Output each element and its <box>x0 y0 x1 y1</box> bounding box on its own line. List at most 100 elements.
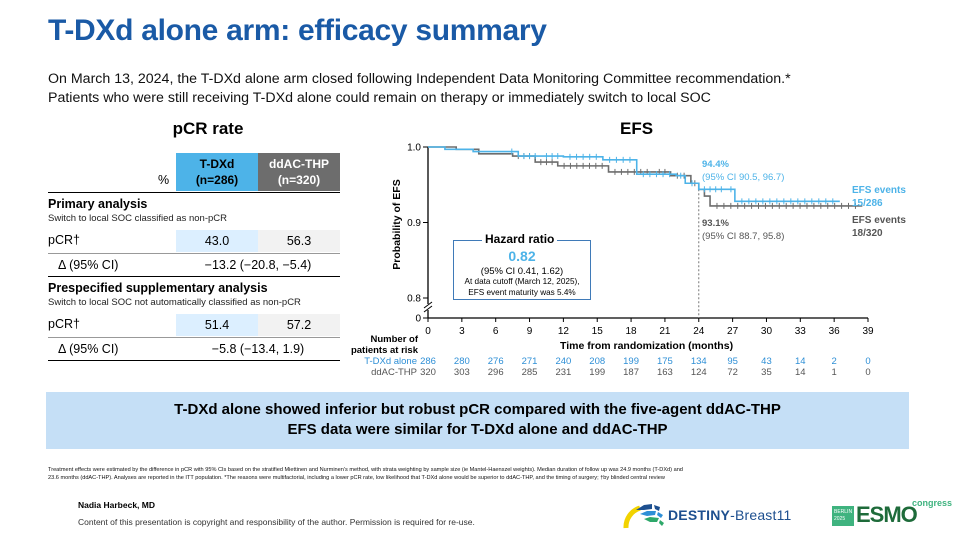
delta-row-label: Δ (95% CI) <box>58 342 119 356</box>
km-curve-tdxd <box>428 146 840 203</box>
risk-count-tdxd: 2 <box>831 356 837 367</box>
risk-count-tdxd: 271 <box>521 356 538 367</box>
column-header-tdxd: T-DXd (n=286) <box>176 153 258 191</box>
unit-label: % <box>158 173 170 187</box>
x-tick-label: 12 <box>558 326 570 335</box>
ddac-24m-annotation: 93.1% (95% CI 88.7, 95.8) <box>702 217 784 243</box>
pcr-value-ddac: 56.3 <box>258 230 340 252</box>
x-tick-label: 30 <box>761 326 773 335</box>
congress-city: BERLIN <box>834 509 853 515</box>
risk-count-tdxd: 208 <box>589 356 606 367</box>
x-tick-label: 27 <box>727 326 739 335</box>
ddac-events-label: EFS events 18/320 <box>852 214 906 240</box>
hazard-ratio-label: Hazard ratio <box>482 232 558 246</box>
number-at-risk-label: Number of patients at risk <box>350 334 418 356</box>
pcr-row-label: pCR† <box>48 233 80 247</box>
hazard-ratio-ci: (95% CI 0.41, 1.62) <box>480 266 564 277</box>
x-tick-label: 9 <box>527 326 533 335</box>
risk-count-tdxd: 280 <box>453 356 470 367</box>
banner-line-1: T-DXd alone showed inferior but robust p… <box>174 401 781 418</box>
risk-count-tdxd: 276 <box>487 356 504 367</box>
banner-line-2: EFS data were similar for T-DXd alone an… <box>287 421 668 438</box>
pcr-header-row: % T-DXd (n=286) ddAC-THP (n=320) <box>48 153 340 191</box>
axis-break-mark <box>423 305 433 313</box>
x-tick-label: 0 <box>425 326 431 335</box>
tdxd-24m-value: 94.4% <box>702 159 729 170</box>
row-divider <box>48 337 340 338</box>
footnote-line-2: 23.6 months (ddAC-THP). Analyses are rep… <box>48 475 665 481</box>
intro-line-1: On March 13, 2024, the T-DXd alone arm c… <box>48 71 791 87</box>
pcr-value-tdxd: 43.0 <box>176 230 258 252</box>
column-n: (n=320) <box>277 173 321 187</box>
y-tick-label: 0.8 <box>407 294 421 305</box>
x-tick-label: 39 <box>862 326 874 335</box>
note-line-2: EFS event maturity was 5.4% <box>468 287 576 297</box>
pcr-row-label: pCR† <box>48 317 80 331</box>
column-name: ddAC-THP <box>269 157 329 171</box>
tdxd-events-label: EFS events 15/286 <box>852 184 906 210</box>
hazard-ratio-note: At data cutoff (March 12, 2025), EFS eve… <box>454 277 590 298</box>
risk-count-tdxd: 14 <box>795 356 806 367</box>
y-tick-label: 0 <box>415 314 421 325</box>
pcr-value-ddac: 57.2 <box>258 314 340 336</box>
column-header-ddac: ddAC-THP (n=320) <box>258 153 340 191</box>
pcr-title: pCR rate <box>172 119 244 138</box>
axis-break-mark <box>423 301 433 309</box>
copyright-notice: Content of this presentation is copyrigh… <box>78 517 475 527</box>
risk-count-ddac: 320 <box>420 367 436 378</box>
x-tick-label: 6 <box>493 326 499 335</box>
ddac-24m-value: 93.1% <box>702 218 729 229</box>
delta-row-label: Δ (95% CI) <box>58 258 119 272</box>
column-name: T-DXd <box>199 157 235 171</box>
risk-count-ddac: 14 <box>795 367 806 378</box>
risk-count-tdxd: 0 <box>865 356 871 367</box>
events-value: 18/320 <box>852 228 883 239</box>
risk-count-ddac: 303 <box>453 367 470 378</box>
nar-line-2: patients at risk <box>350 345 418 356</box>
risk-count-tdxd: 199 <box>623 356 639 367</box>
nar-line-1: Number of <box>370 334 419 345</box>
x-tick-label: 21 <box>659 326 671 335</box>
risk-count-ddac: 72 <box>727 367 738 378</box>
efs-title: EFS <box>620 119 654 138</box>
section-divider <box>48 276 340 277</box>
risk-count-ddac: 0 <box>865 367 871 378</box>
section-title: Prespecified supplementary analysis <box>48 281 268 295</box>
section-subtitle: Switch to local SOC classified as non-pC… <box>48 213 227 224</box>
risk-count-tdxd: 95 <box>727 356 738 367</box>
events-label: EFS events <box>852 215 906 226</box>
tdxd-24m-annotation: 94.4% (95% CI 90.5, 96.7) <box>702 158 784 184</box>
congress-city-badge: BERLIN 2025 <box>832 506 854 526</box>
destiny-logo-text: DESTINY-Breast11 <box>668 507 792 523</box>
risk-count-tdxd: 175 <box>656 356 673 367</box>
summary-banner: T-DXd alone showed inferior but robust p… <box>46 392 909 449</box>
row-divider <box>48 253 340 254</box>
x-tick-label: 33 <box>795 326 807 335</box>
delta-value: −13.2 (−20.8, −5.4) <box>204 258 312 272</box>
author-name: Nadia Harbeck, MD <box>78 500 155 510</box>
risk-row-label-tdxd: T-DXd alone <box>364 356 417 367</box>
y-axis-label: Probability of EFS <box>391 179 403 269</box>
risk-count-tdxd: 240 <box>555 356 572 367</box>
events-value: 15/286 <box>852 198 883 209</box>
risk-count-tdxd: 43 <box>761 356 772 367</box>
x-axis-label: Time from randomization (months) <box>560 340 734 352</box>
section-subtitle: Switch to local SOC not automatically cl… <box>48 297 301 308</box>
risk-count-tdxd: 134 <box>690 356 707 367</box>
hazard-ratio-value: 0.82 <box>508 248 536 264</box>
note-line-1: At data cutoff (March 12, 2025), <box>464 277 580 286</box>
risk-count-ddac: 231 <box>555 367 572 378</box>
destiny-logo-icon <box>623 504 664 529</box>
x-tick-label: 24 <box>693 326 705 335</box>
intro-text: On March 13, 2024, the T-DXd alone arm c… <box>48 70 791 108</box>
congress-word: congress <box>912 498 953 508</box>
column-n: (n=286) <box>195 173 239 187</box>
risk-row-label-ddac: ddAC-THP <box>371 367 417 378</box>
risk-count-ddac: 124 <box>690 367 707 378</box>
hazard-ratio-box: Hazard ratio 0.82 (95% CI 0.41, 1.62) At… <box>453 232 591 300</box>
logo-rest: -Breast11 <box>730 507 792 523</box>
y-tick-label: 1.0 <box>407 143 421 154</box>
footnote-line-1: Treatment effects were estimated by the … <box>48 467 683 473</box>
risk-count-ddac: 285 <box>521 367 538 378</box>
